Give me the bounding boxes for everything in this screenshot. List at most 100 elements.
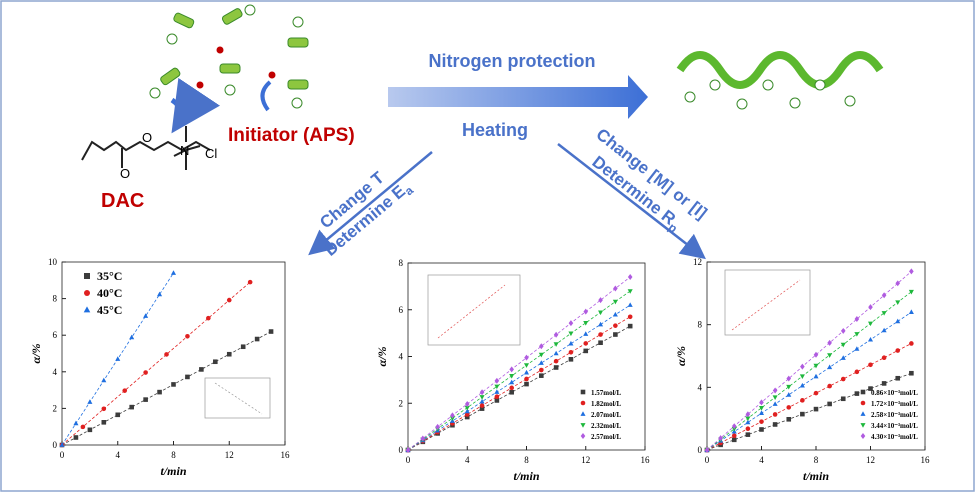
data-point <box>854 316 860 323</box>
data-point <box>867 336 874 342</box>
data-point <box>786 405 792 410</box>
y-tick-label: 6 <box>53 330 58 340</box>
y-tick-label: 6 <box>399 305 404 315</box>
data-point <box>840 342 846 348</box>
data-point <box>854 332 860 337</box>
data-point <box>583 331 589 336</box>
y-axis-label: α/% <box>375 347 389 367</box>
data-point <box>185 333 190 339</box>
y-tick-label: 0 <box>399 445 404 455</box>
x-tick-label: 12 <box>581 455 590 465</box>
series-line <box>706 271 912 451</box>
data-point <box>745 416 751 422</box>
data-point <box>868 362 873 368</box>
data-point <box>568 331 574 337</box>
legend-label: 1.72×10⁻³mol/L <box>871 400 918 408</box>
legend-marker <box>580 423 586 428</box>
oxygen: O <box>142 130 152 145</box>
data-point <box>627 274 633 281</box>
data-point <box>613 285 618 292</box>
series-line <box>407 290 631 451</box>
legend-marker <box>860 433 866 439</box>
data-point <box>881 327 887 333</box>
legend-marker <box>580 411 586 416</box>
data-point <box>908 309 914 314</box>
legend-label: 4.30×10⁻³mol/L <box>871 433 918 441</box>
insets <box>204 269 811 419</box>
data-point <box>226 297 232 303</box>
data-point <box>268 329 274 334</box>
polymer-charges <box>684 79 856 110</box>
legend-label: 0.86×10⁻³mol/L <box>871 389 918 397</box>
series-line <box>706 343 912 451</box>
branch-arrow <box>308 151 433 256</box>
data-point <box>583 341 589 346</box>
data-point <box>553 342 559 347</box>
data-point <box>745 432 751 437</box>
data-point <box>568 320 574 327</box>
data-point <box>854 369 860 375</box>
data-point <box>627 302 633 307</box>
legend-label: 45°C <box>97 303 122 317</box>
data-point <box>840 327 846 334</box>
legend-label: 1.82mol/L <box>591 400 621 408</box>
data-point <box>122 388 128 393</box>
y-tick-label: 8 <box>399 258 404 268</box>
data-point <box>827 339 832 346</box>
data-point <box>840 396 846 402</box>
data-point <box>731 437 737 443</box>
x-tick-label: 4 <box>759 455 764 465</box>
data-point <box>799 382 805 388</box>
series-line <box>706 372 912 451</box>
data-point <box>627 314 633 320</box>
data-point <box>568 340 574 346</box>
data-point <box>553 365 559 370</box>
data-point <box>494 398 500 403</box>
series-line <box>706 311 912 451</box>
x-tick-label: 8 <box>524 455 529 465</box>
data-point <box>494 389 500 394</box>
data-point <box>731 423 737 430</box>
data-point <box>568 357 574 362</box>
data-point <box>479 389 485 396</box>
data-point <box>867 321 874 327</box>
series-line <box>407 276 631 451</box>
y-tick-label: 4 <box>698 382 703 392</box>
data-point <box>143 313 149 318</box>
data-point <box>745 411 751 418</box>
data-point <box>758 406 765 411</box>
data-point <box>101 377 107 383</box>
legend-marker <box>860 423 866 428</box>
data-point <box>758 410 765 416</box>
data-point <box>101 420 107 425</box>
data-point <box>479 403 485 408</box>
data-point <box>115 412 121 418</box>
data-point <box>509 374 515 379</box>
x-tick-label: 16 <box>921 455 931 465</box>
data-point <box>143 370 148 375</box>
data-point <box>226 351 232 357</box>
y-tick-label: 12 <box>693 257 702 267</box>
series-line <box>407 304 631 451</box>
nitrogen: N <box>180 143 189 158</box>
data-point <box>464 405 470 411</box>
legend-marker <box>83 306 91 313</box>
series-line <box>407 325 631 451</box>
data-point <box>80 424 86 430</box>
data-point <box>772 395 778 400</box>
data-point <box>583 321 589 326</box>
data-point <box>868 386 873 391</box>
y-tick-label: 8 <box>698 320 703 330</box>
data-point <box>881 311 887 316</box>
data-point <box>598 310 604 316</box>
series-line <box>407 316 631 451</box>
data-point <box>827 364 833 370</box>
data-point <box>895 280 901 287</box>
data-point <box>881 355 887 361</box>
data-point <box>254 336 260 342</box>
data-point <box>206 315 211 321</box>
series-line <box>706 291 912 451</box>
x-tick-label: 12 <box>866 455 875 465</box>
data-point <box>881 381 887 386</box>
data-point <box>800 398 805 403</box>
